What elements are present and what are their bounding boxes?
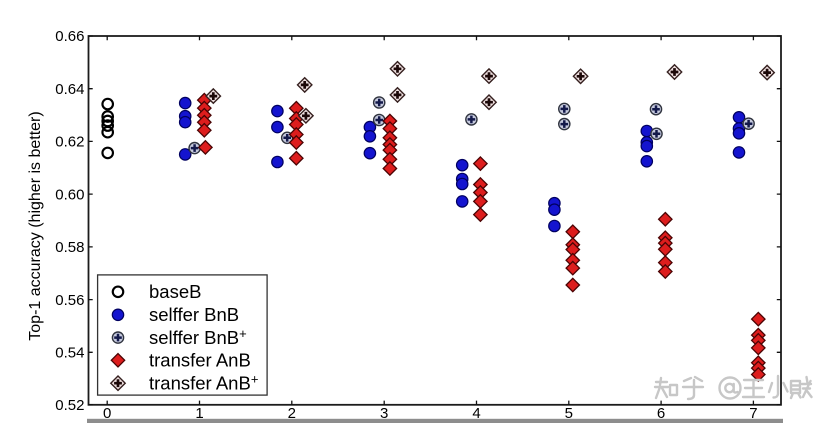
svg-text:0.56: 0.56 <box>55 292 84 309</box>
svg-text:baseB: baseB <box>149 281 201 302</box>
svg-text:6: 6 <box>657 405 665 422</box>
svg-text:selffer BnB+: selffer BnB+ <box>149 326 247 348</box>
svg-text:0.62: 0.62 <box>55 134 84 151</box>
svg-text:0: 0 <box>103 405 111 422</box>
svg-text:Top-1 accuracy (higher is bett: Top-1 accuracy (higher is better) <box>27 111 44 340</box>
svg-text:0.64: 0.64 <box>55 81 84 98</box>
svg-text:transfer AnB: transfer AnB <box>149 350 251 371</box>
svg-text:0.52: 0.52 <box>55 397 84 414</box>
svg-text:0.66: 0.66 <box>55 28 84 45</box>
svg-text:5: 5 <box>565 405 573 422</box>
svg-text:0.60: 0.60 <box>55 186 84 203</box>
svg-text:transfer AnB+: transfer AnB+ <box>149 372 258 394</box>
svg-text:1: 1 <box>195 405 203 422</box>
svg-text:7: 7 <box>749 405 757 422</box>
svg-text:0.54: 0.54 <box>55 345 84 362</box>
svg-text:4: 4 <box>472 405 480 422</box>
svg-text:3: 3 <box>380 405 388 422</box>
svg-text:selffer BnB: selffer BnB <box>149 304 239 325</box>
svg-text:0.58: 0.58 <box>55 239 84 256</box>
svg-text:2: 2 <box>288 405 296 422</box>
